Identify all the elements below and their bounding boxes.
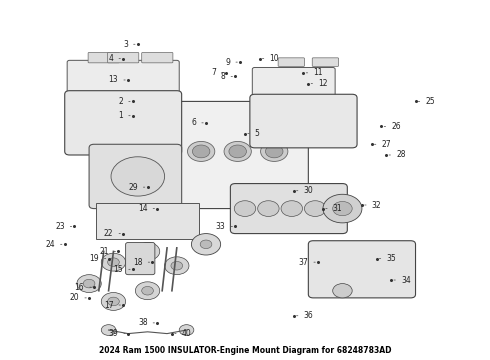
Circle shape — [193, 145, 210, 158]
Circle shape — [83, 279, 95, 288]
Text: 13: 13 — [109, 76, 125, 85]
Circle shape — [192, 234, 220, 255]
Text: 37: 37 — [298, 258, 315, 267]
FancyBboxPatch shape — [308, 241, 416, 298]
Text: 39: 39 — [109, 329, 125, 338]
Text: 27: 27 — [374, 140, 391, 149]
Text: 2024 Ram 1500 INSULATOR-Engine Mount Diagram for 68248783AD: 2024 Ram 1500 INSULATOR-Engine Mount Dia… — [99, 346, 391, 355]
Text: 12: 12 — [311, 79, 328, 88]
Circle shape — [77, 275, 101, 293]
Circle shape — [281, 201, 302, 216]
FancyBboxPatch shape — [172, 102, 308, 208]
Text: 32: 32 — [365, 201, 381, 210]
Text: 1: 1 — [119, 111, 130, 120]
Text: 38: 38 — [138, 318, 154, 327]
Circle shape — [101, 253, 125, 271]
Circle shape — [135, 282, 160, 300]
Text: 22: 22 — [104, 229, 121, 238]
Circle shape — [200, 240, 212, 249]
Circle shape — [179, 325, 194, 336]
Text: 30: 30 — [296, 186, 313, 195]
Text: 15: 15 — [114, 265, 130, 274]
Circle shape — [304, 201, 326, 216]
Text: 21: 21 — [99, 247, 116, 256]
Text: 34: 34 — [394, 275, 411, 284]
FancyBboxPatch shape — [125, 243, 155, 275]
Text: 11: 11 — [306, 68, 323, 77]
FancyBboxPatch shape — [108, 53, 139, 63]
FancyBboxPatch shape — [65, 91, 182, 155]
FancyBboxPatch shape — [312, 58, 339, 66]
Text: 33: 33 — [216, 222, 232, 231]
Text: 29: 29 — [128, 183, 145, 192]
FancyBboxPatch shape — [278, 58, 304, 66]
Circle shape — [224, 141, 251, 161]
Circle shape — [165, 257, 189, 275]
Text: 7: 7 — [211, 68, 223, 77]
Text: 25: 25 — [418, 97, 435, 106]
Text: 31: 31 — [326, 204, 343, 213]
Circle shape — [234, 201, 256, 216]
Text: 18: 18 — [133, 258, 149, 267]
FancyBboxPatch shape — [252, 67, 335, 100]
Text: 16: 16 — [74, 283, 91, 292]
FancyBboxPatch shape — [97, 203, 199, 239]
Circle shape — [171, 261, 183, 270]
Circle shape — [108, 297, 119, 306]
Text: 3: 3 — [123, 40, 135, 49]
Text: 19: 19 — [89, 254, 106, 263]
Circle shape — [323, 194, 362, 223]
Circle shape — [108, 258, 119, 266]
Text: 24: 24 — [46, 240, 62, 249]
Text: 35: 35 — [379, 254, 396, 263]
Circle shape — [261, 141, 288, 161]
Text: 8: 8 — [221, 72, 232, 81]
Text: 6: 6 — [192, 118, 203, 127]
Circle shape — [101, 325, 116, 336]
FancyBboxPatch shape — [89, 144, 182, 208]
Text: 23: 23 — [55, 222, 72, 231]
Circle shape — [258, 201, 279, 216]
FancyBboxPatch shape — [250, 94, 357, 148]
Text: 36: 36 — [296, 311, 313, 320]
Text: 40: 40 — [175, 329, 192, 338]
FancyBboxPatch shape — [88, 53, 119, 63]
Text: 14: 14 — [138, 204, 154, 213]
Circle shape — [142, 287, 153, 295]
Text: 26: 26 — [384, 122, 401, 131]
Text: 10: 10 — [262, 54, 279, 63]
Text: 9: 9 — [225, 58, 237, 67]
Circle shape — [142, 247, 153, 256]
Text: 5: 5 — [248, 129, 260, 138]
Text: 17: 17 — [104, 301, 121, 310]
Circle shape — [101, 293, 125, 310]
FancyBboxPatch shape — [230, 184, 347, 234]
Circle shape — [111, 157, 165, 196]
Text: 4: 4 — [109, 54, 121, 63]
Text: 2: 2 — [119, 97, 130, 106]
FancyBboxPatch shape — [67, 60, 179, 93]
Circle shape — [135, 243, 160, 260]
Text: 28: 28 — [389, 150, 406, 159]
Text: 20: 20 — [70, 293, 86, 302]
Circle shape — [229, 145, 246, 158]
Circle shape — [333, 202, 352, 216]
Circle shape — [266, 145, 283, 158]
FancyBboxPatch shape — [142, 53, 173, 63]
Circle shape — [333, 284, 352, 298]
Circle shape — [188, 141, 215, 161]
